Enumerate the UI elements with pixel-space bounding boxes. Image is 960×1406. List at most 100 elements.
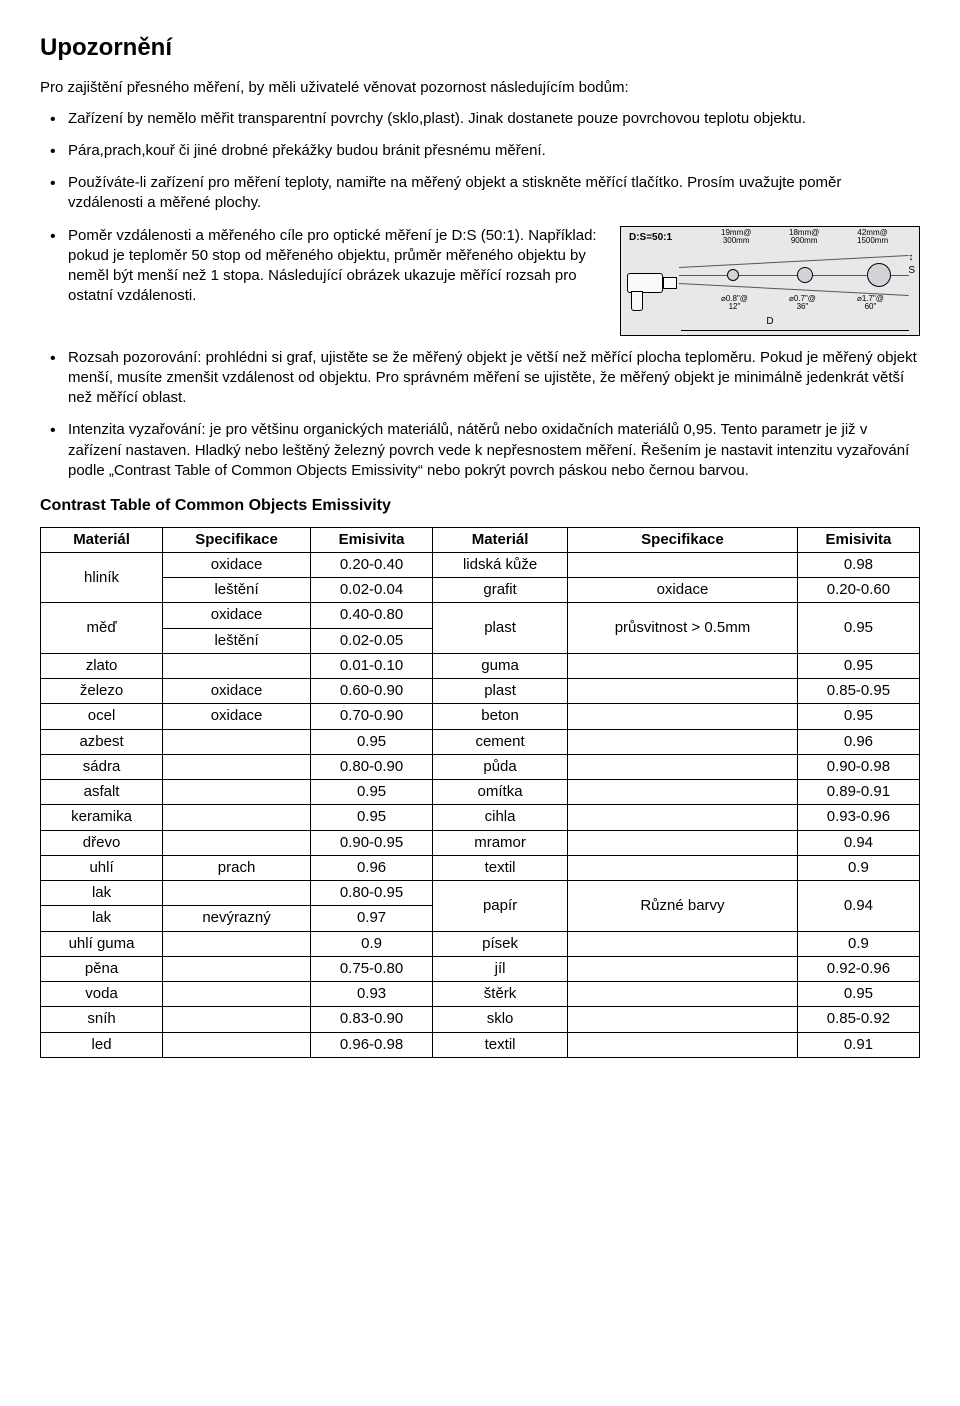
table-row: zlato0.01-0.10guma0.95	[41, 653, 920, 678]
cell-material: led	[41, 1032, 163, 1057]
table-row: led0.96-0.98textil0.91	[41, 1032, 920, 1057]
table-header-row: Materiál Specifikace Emisivita Materiál …	[41, 527, 920, 552]
thermometer-icon	[627, 265, 679, 313]
cell-material: sníh	[41, 1007, 163, 1032]
table-row: dřevo0.90-0.95mramor0.94	[41, 830, 920, 855]
cell-spec: průsvitnost > 0.5mm	[568, 603, 798, 654]
cell-spec	[568, 729, 798, 754]
cell-material: plast	[433, 603, 568, 654]
cell-emissivity: 0.20-0.40	[311, 552, 433, 577]
table-row: sníh0.83-0.90sklo0.85-0.92	[41, 1007, 920, 1032]
cell-material: textil	[433, 855, 568, 880]
cell-spec	[163, 754, 311, 779]
cell-emissivity: 0.01-0.10	[311, 653, 433, 678]
cell-emissivity: 0.80-0.90	[311, 754, 433, 779]
cell-spec	[163, 982, 311, 1007]
cell-spec: oxidace	[568, 578, 798, 603]
cell-emissivity: 0.93-0.96	[797, 805, 919, 830]
emissivity-table: Materiál Specifikace Emisivita Materiál …	[40, 527, 920, 1058]
cell-spec: leštění	[163, 628, 311, 653]
cell-material: keramika	[41, 805, 163, 830]
cell-material: jíl	[433, 956, 568, 981]
table-row: asfalt 0.95omítka 0.89-0.91	[41, 780, 920, 805]
cell-material: voda	[41, 982, 163, 1007]
s-label: ↕S	[908, 251, 915, 278]
cell-material: plast	[433, 679, 568, 704]
cell-spec	[568, 754, 798, 779]
cell-spec	[163, 653, 311, 678]
cell-material: azbest	[41, 729, 163, 754]
cell-material: asfalt	[41, 780, 163, 805]
cell-material: omítka	[433, 780, 568, 805]
cell-emissivity: 0.98	[797, 552, 919, 577]
cell-emissivity: 0.89-0.91	[797, 780, 919, 805]
cell-spec: Různé barvy	[568, 881, 798, 932]
cell-emissivity: 0.93	[311, 982, 433, 1007]
cell-material: papír	[433, 881, 568, 932]
cell-emissivity: 0.02-0.05	[311, 628, 433, 653]
cell-material: lak	[41, 881, 163, 906]
cell-emissivity: 0.40-0.80	[311, 603, 433, 628]
cell-material: železo	[41, 679, 163, 704]
cell-material: sádra	[41, 754, 163, 779]
cell-spec: oxidace	[163, 679, 311, 704]
cell-material: beton	[433, 704, 568, 729]
cell-material: dřevo	[41, 830, 163, 855]
cell-spec	[568, 982, 798, 1007]
cell-material: zlato	[41, 653, 163, 678]
cell-emissivity: 0.94	[797, 881, 919, 932]
cell-spec: oxidace	[163, 552, 311, 577]
d-label: D	[763, 315, 776, 329]
ds-ratio-diagram: D:S=50:1 19mm@300mm 18mm@900mm 42mm@1500…	[620, 226, 920, 336]
cell-spec	[568, 679, 798, 704]
cell-spec	[568, 653, 798, 678]
cell-material: uhlí	[41, 855, 163, 880]
cell-emissivity: 0.85-0.95	[797, 679, 919, 704]
table-row: železooxidace0.60-0.90plast0.85-0.95	[41, 679, 920, 704]
cell-spec	[163, 830, 311, 855]
cell-emissivity: 0.91	[797, 1032, 919, 1057]
cell-emissivity: 0.95	[797, 704, 919, 729]
cell-material: uhlí guma	[41, 931, 163, 956]
cell-spec	[568, 805, 798, 830]
cell-material: ocel	[41, 704, 163, 729]
cell-spec	[163, 881, 311, 906]
cell-spec: oxidace	[163, 704, 311, 729]
cell-spec	[163, 1007, 311, 1032]
cell-material: pěna	[41, 956, 163, 981]
cell-emissivity: 0.96-0.98	[311, 1032, 433, 1057]
cell-spec	[568, 1032, 798, 1057]
cell-spec	[568, 704, 798, 729]
cell-spec	[568, 1007, 798, 1032]
cell-spec: leštění	[163, 578, 311, 603]
cell-material: lidská kůže	[433, 552, 568, 577]
cell-emissivity: 0.95	[797, 603, 919, 654]
cell-spec	[568, 830, 798, 855]
cell-spec	[163, 780, 311, 805]
table-row: voda0.93štěrk0.95	[41, 982, 920, 1007]
cell-emissivity: 0.95	[797, 982, 919, 1007]
cell-material: grafit	[433, 578, 568, 603]
cell-emissivity: 0.97	[311, 906, 433, 931]
col-header: Emisivita	[311, 527, 433, 552]
cell-emissivity: 0.9	[797, 855, 919, 880]
bullet-item: Rozsah pozorování: prohlédni si graf, uj…	[40, 348, 920, 409]
table-row: leštění0.02-0.04grafitoxidace0.20-0.60	[41, 578, 920, 603]
table-row: uhlíprach0.96textil0.9	[41, 855, 920, 880]
cell-spec	[163, 956, 311, 981]
col-header: Materiál	[433, 527, 568, 552]
cell-emissivity: 0.96	[797, 729, 919, 754]
cell-material: sklo	[433, 1007, 568, 1032]
table-row: uhlí guma0.9písek0.9	[41, 931, 920, 956]
cell-material: měď	[41, 603, 163, 654]
col-header: Specifikace	[568, 527, 798, 552]
cell-spec	[163, 931, 311, 956]
cell-spec: oxidace	[163, 603, 311, 628]
table-row: oceloxidace0.70-0.90beton0.95	[41, 704, 920, 729]
table-row: hliníkoxidace0.20-0.40lidská kůže0.98	[41, 552, 920, 577]
cell-spec	[568, 552, 798, 577]
cell-emissivity: 0.96	[311, 855, 433, 880]
cell-emissivity: 0.95	[311, 780, 433, 805]
bullet-text: Poměr vzdálenosti a měřeného cíle pro op…	[68, 226, 608, 307]
cell-spec	[163, 1032, 311, 1057]
